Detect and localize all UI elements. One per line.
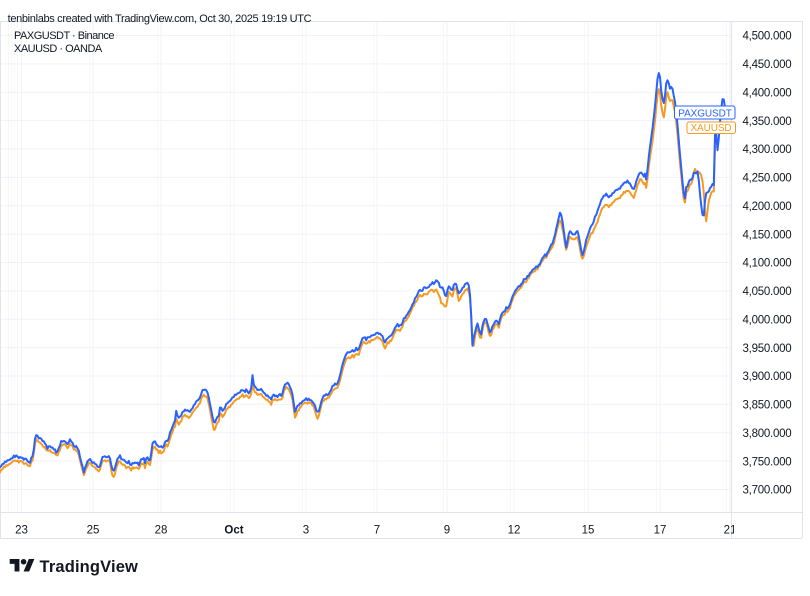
svg-text:9: 9: [444, 524, 450, 536]
svg-text:4,350.000: 4,350.000: [743, 116, 792, 128]
svg-text:4,050.000: 4,050.000: [743, 286, 792, 298]
svg-text:4,200.000: 4,200.000: [743, 201, 792, 213]
svg-text:25: 25: [87, 524, 100, 536]
svg-text:PAXGUSDT · Binance: PAXGUSDT · Binance: [14, 30, 114, 42]
svg-text:XAUUSD · OANDA: XAUUSD · OANDA: [14, 43, 103, 55]
svg-text:XAUUSD: XAUUSD: [690, 123, 731, 134]
svg-text:4,000.000: 4,000.000: [743, 314, 792, 326]
svg-text:3,800.000: 3,800.000: [743, 428, 792, 440]
svg-text:4,400.000: 4,400.000: [743, 88, 792, 100]
svg-text:TradingView: TradingView: [40, 558, 139, 576]
svg-text:23: 23: [15, 524, 28, 536]
svg-text:28: 28: [155, 524, 168, 536]
svg-text:3,700.000: 3,700.000: [743, 485, 792, 497]
svg-text:4,500.000: 4,500.000: [743, 31, 792, 43]
svg-text:3,950.000: 3,950.000: [743, 343, 792, 355]
svg-text:4,150.000: 4,150.000: [743, 229, 792, 241]
svg-text:4,450.000: 4,450.000: [743, 59, 792, 71]
svg-text:3,900.000: 3,900.000: [743, 371, 792, 383]
svg-text:17: 17: [654, 524, 667, 536]
svg-text:21: 21: [724, 524, 737, 536]
svg-text:3,850.000: 3,850.000: [743, 400, 792, 412]
svg-text:3,750.000: 3,750.000: [743, 456, 792, 468]
svg-text:15: 15: [582, 524, 595, 536]
svg-text:3: 3: [303, 524, 309, 536]
svg-text:Oct: Oct: [224, 524, 243, 536]
svg-text:4,300.000: 4,300.000: [743, 144, 792, 156]
svg-text:12: 12: [508, 524, 521, 536]
svg-text:4,100.000: 4,100.000: [743, 258, 792, 270]
svg-text:tenbinlabs created with Tradin: tenbinlabs created with TradingView.com,…: [8, 13, 312, 25]
svg-text:4,250.000: 4,250.000: [743, 173, 792, 185]
svg-text:PAXGUSDT: PAXGUSDT: [678, 109, 731, 120]
svg-text:7: 7: [374, 524, 380, 536]
